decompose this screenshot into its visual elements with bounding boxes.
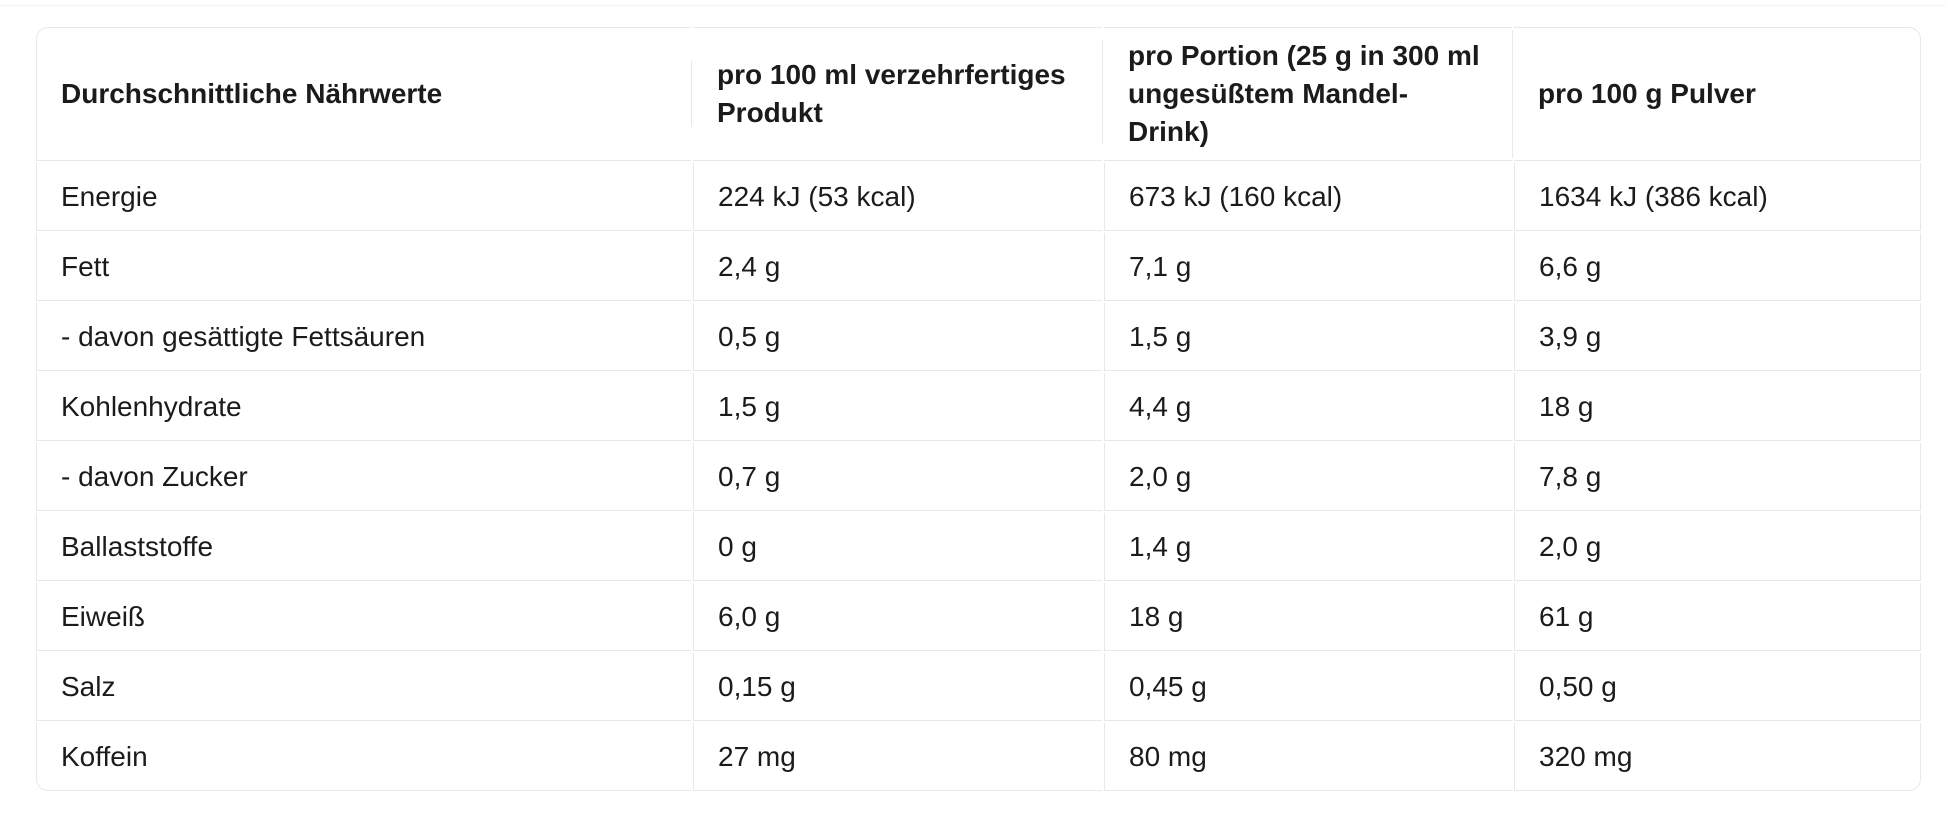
value-cell: 0,50 g bbox=[1514, 653, 1921, 721]
value-cell: 80 mg bbox=[1104, 723, 1512, 791]
table-row: - davon Zucker 0,7 g 2,0 g 7,8 g bbox=[36, 443, 1921, 511]
row-label: Salz bbox=[36, 653, 691, 721]
row-label: Eiweiß bbox=[36, 583, 691, 651]
value-cell: 0,7 g bbox=[693, 443, 1102, 511]
value-cell: 0 g bbox=[693, 513, 1102, 581]
value-cell: 2,4 g bbox=[693, 233, 1102, 301]
column-header-per-portion: pro Portion (25 g in 300 ml ungesüßtem M… bbox=[1102, 27, 1512, 161]
value-cell: 7,8 g bbox=[1514, 443, 1921, 511]
value-cell: 2,0 g bbox=[1514, 513, 1921, 581]
value-cell: 320 mg bbox=[1514, 723, 1921, 791]
column-header-per-100g: pro 100 g Pulver bbox=[1512, 27, 1921, 161]
value-cell: 61 g bbox=[1514, 583, 1921, 651]
table-row: Ballaststoffe 0 g 1,4 g 2,0 g bbox=[36, 513, 1921, 581]
value-cell: 2,0 g bbox=[1104, 443, 1512, 511]
table-row: Energie 224 kJ (53 kcal) 673 kJ (160 kca… bbox=[36, 163, 1921, 231]
value-cell: 6,0 g bbox=[693, 583, 1102, 651]
value-cell: 0,15 g bbox=[693, 653, 1102, 721]
header-row: Durchschnittliche Nährwerte pro 100 ml v… bbox=[36, 27, 1921, 161]
value-cell: 4,4 g bbox=[1104, 373, 1512, 441]
table-row: - davon gesättigte Fettsäuren 0,5 g 1,5 … bbox=[36, 303, 1921, 371]
value-cell: 1634 kJ (386 kcal) bbox=[1514, 163, 1921, 231]
row-label: Koffein bbox=[36, 723, 691, 791]
row-label: Ballaststoffe bbox=[36, 513, 691, 581]
row-label: - davon Zucker bbox=[36, 443, 691, 511]
section-divider bbox=[0, 5, 1946, 6]
value-cell: 0,5 g bbox=[693, 303, 1102, 371]
value-cell: 1,4 g bbox=[1104, 513, 1512, 581]
value-cell: 0,45 g bbox=[1104, 653, 1512, 721]
value-cell: 6,6 g bbox=[1514, 233, 1921, 301]
value-cell: 673 kJ (160 kcal) bbox=[1104, 163, 1512, 231]
table-row: Salz 0,15 g 0,45 g 0,50 g bbox=[36, 653, 1921, 721]
value-cell: 7,1 g bbox=[1104, 233, 1512, 301]
table-row: Fett 2,4 g 7,1 g 6,6 g bbox=[36, 233, 1921, 301]
column-header-nutrients: Durchschnittliche Nährwerte bbox=[36, 27, 691, 161]
column-header-per-100ml: pro 100 ml verzehrfertiges Produkt bbox=[691, 27, 1102, 161]
nutrition-table: Durchschnittliche Nährwerte pro 100 ml v… bbox=[34, 25, 1923, 793]
value-cell: 224 kJ (53 kcal) bbox=[693, 163, 1102, 231]
value-cell: 27 mg bbox=[693, 723, 1102, 791]
row-label: Kohlenhydrate bbox=[36, 373, 691, 441]
value-cell: 18 g bbox=[1514, 373, 1921, 441]
row-label: - davon gesättigte Fettsäuren bbox=[36, 303, 691, 371]
table-row: Kohlenhydrate 1,5 g 4,4 g 18 g bbox=[36, 373, 1921, 441]
value-cell: 18 g bbox=[1104, 583, 1512, 651]
value-cell: 3,9 g bbox=[1514, 303, 1921, 371]
row-label: Fett bbox=[36, 233, 691, 301]
row-label: Energie bbox=[36, 163, 691, 231]
table-row: Eiweiß 6,0 g 18 g 61 g bbox=[36, 583, 1921, 651]
table-row: Koffein 27 mg 80 mg 320 mg bbox=[36, 723, 1921, 791]
value-cell: 1,5 g bbox=[1104, 303, 1512, 371]
value-cell: 1,5 g bbox=[693, 373, 1102, 441]
